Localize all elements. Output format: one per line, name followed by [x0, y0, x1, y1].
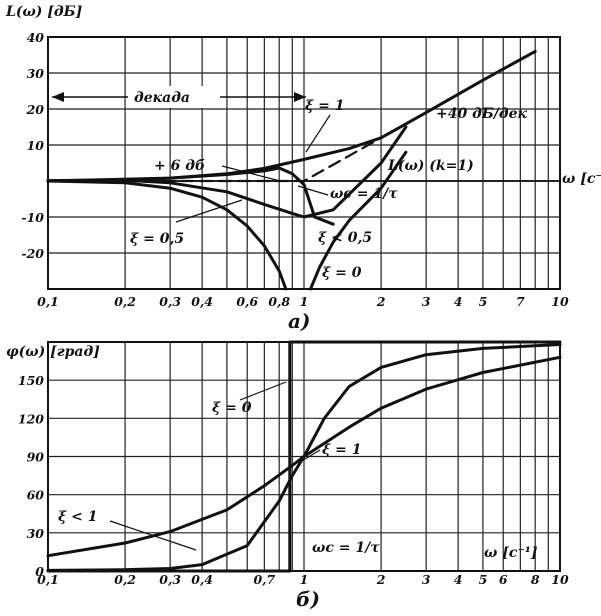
y-tick-label: 30 [27, 66, 45, 81]
decade-arrow-right-head [294, 92, 306, 102]
x-tick-label: 7 [516, 294, 525, 309]
y-tick-label: 30 [27, 526, 45, 541]
x-axis-label: ω [с⁻¹] [484, 545, 538, 561]
series-lines [46, 340, 562, 573]
annotation-xi-1: ξ = 1 [322, 442, 362, 458]
annotation-xi-lt-05: ξ < 0,5 [318, 230, 372, 246]
x-tick-label: 5 [479, 294, 488, 309]
pointer-xi-1 [299, 449, 321, 463]
x-tick-label: 0,3 [159, 294, 181, 309]
x-tick-label: 3 [422, 294, 431, 309]
annotation-xi-0: ξ = 0 [212, 400, 252, 416]
y-tick-label: -20 [21, 246, 44, 261]
annotation-slope: +40 дБ/дек [436, 106, 528, 122]
panel-label-a: а) [288, 309, 310, 333]
pointer-xi-0 [239, 381, 287, 401]
x-tick-label: 0,6 [236, 294, 258, 309]
series-line--0-c- [309, 150, 408, 291]
decade-label-bg [128, 86, 220, 108]
panel-a-magnitude-chart: 0,1 0,2 0,3 0,4 0,6 0,8 1 2 3 4 5 7 10 40 30 20 10 -10 -2… [5, 4, 601, 333]
x-tick-label: 2 [376, 294, 386, 309]
annotation-decade: декада [134, 90, 190, 106]
y-tick-label: 60 [27, 488, 45, 503]
x-tick-label: 0,4 [191, 572, 213, 587]
x-tick-label: 0,4 [191, 294, 213, 309]
decade-arrow-left-head [52, 92, 64, 102]
y-axis-label: L(ω) [дБ] [5, 4, 83, 20]
x-tick-label: 5 [479, 572, 488, 587]
y-tick-labels: 40 30 20 10 -10 -20 [21, 30, 44, 261]
annotation-asymptote: L(ω) (k=1) [387, 158, 474, 174]
x-tick-label: 0,1 [37, 572, 59, 587]
series-line--1 [46, 355, 562, 558]
gridlines [48, 37, 560, 289]
pointer-xi-lt-1 [109, 520, 197, 551]
x-tick-label: 4 [454, 294, 463, 309]
x-tick-label: 0,1 [37, 294, 59, 309]
x-tick-label: 0,2 [114, 572, 136, 587]
x-tick-label: 0,7 [253, 572, 275, 587]
series-line--0 [46, 179, 288, 291]
x-tick-label: 8 [531, 572, 540, 587]
annotation-xi-0: ξ = 0 [322, 265, 362, 281]
annotation-omega-c: ωc = 1/τ [312, 540, 380, 556]
x-axis-label: ω [с⁻¹] [562, 171, 601, 187]
x-tick-label: 10 [551, 572, 569, 587]
annotation-omega-c: ωc = 1/τ [330, 186, 398, 202]
annotation-xi-lt-1: ξ < 1 [58, 509, 98, 525]
annotation-xi-05: ξ = 0,5 [130, 231, 184, 247]
y-tick-label: 20 [26, 102, 45, 117]
x-tick-label: 0,8 [268, 294, 290, 309]
annotation-xi-1: ξ = 1 [305, 98, 345, 114]
series-line--0 [46, 340, 562, 573]
series-line-l-k-1-asymptote [46, 50, 537, 183]
y-tick-label: 150 [18, 373, 44, 388]
y-tick-label: 120 [18, 411, 44, 426]
y-tick-label: 10 [27, 138, 45, 153]
pointer-6db [221, 165, 281, 182]
y-tick-label: 90 [27, 450, 45, 465]
pointer-omega-c [297, 185, 329, 196]
y-tick-labels: 0 30 60 90 120 150 [18, 373, 44, 579]
y-tick-label: 0 [35, 564, 44, 579]
x-tick-label: 3 [422, 572, 431, 587]
x-tick-label: 4 [454, 572, 463, 587]
y-tick-label: 40 [27, 30, 45, 45]
pointer-xi-1 [305, 114, 331, 153]
y-tick-label: -10 [21, 210, 44, 225]
annotation-6db: + 6 дб [154, 158, 205, 174]
x-tick-label: 0,3 [159, 572, 181, 587]
panel-b-phase-chart: 0,1 0,2 0,3 0,4 0,7 1 2 3 4 5 6 8 10 0 30 60 90 120 150 φ… [6, 340, 569, 611]
x-tick-labels: 0,1 0,2 0,3 0,4 0,7 1 2 3 4 5 6 8 10 [37, 572, 569, 587]
x-tick-label: 1 [300, 572, 309, 587]
pointer-xi-05 [175, 199, 243, 223]
x-tick-label: 1 [300, 294, 309, 309]
series-line--0-5 [46, 166, 335, 226]
panel-label-b: б) [296, 587, 320, 611]
series-line--1 [46, 343, 562, 572]
y-axis-label: φ(ω) [град] [6, 344, 100, 360]
x-tick-label: 2 [376, 572, 386, 587]
series-lines [46, 49, 537, 291]
x-tick-labels: 0,1 0,2 0,3 0,4 0,6 0,8 1 2 3 4 5 7 10 [37, 294, 569, 309]
x-tick-label: 0,2 [114, 294, 136, 309]
x-tick-label: 6 [499, 572, 508, 587]
x-tick-label: 10 [551, 294, 569, 309]
